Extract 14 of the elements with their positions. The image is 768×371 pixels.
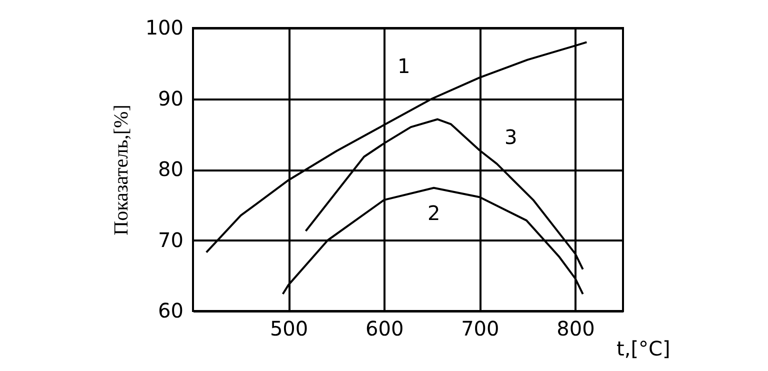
series-label: 2 [427,200,440,225]
y-tick-label: 100 [145,16,184,40]
y-tick-label: 90 [158,86,184,110]
y-axis-title: Показатель,[%] [110,104,132,236]
x-tick-label: 800 [556,316,595,340]
y-tick-label: 70 [158,228,184,252]
x-tick-label: 700 [461,316,500,340]
x-tick-label: 500 [270,316,308,340]
series-label: 3 [504,124,518,149]
x-axis-title: t,[°C] [616,336,670,360]
x-tick-label: 600 [366,316,404,340]
y-tick-label: 80 [158,157,184,181]
series-label: 1 [398,54,410,78]
y-tick-label: 60 [158,298,184,322]
